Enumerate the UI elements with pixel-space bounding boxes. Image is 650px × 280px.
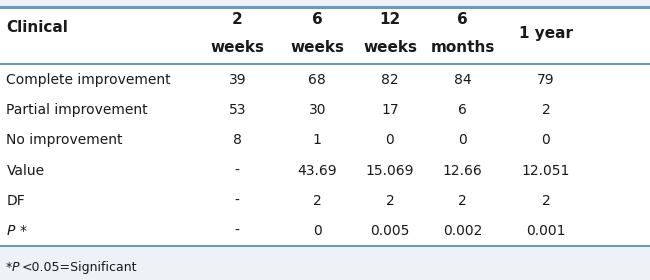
Text: Value: Value bbox=[6, 164, 45, 178]
Text: No improvement: No improvement bbox=[6, 133, 123, 147]
Text: 6: 6 bbox=[312, 12, 322, 27]
Text: DF: DF bbox=[6, 194, 25, 208]
Text: 6: 6 bbox=[458, 12, 468, 27]
Text: 0: 0 bbox=[458, 133, 467, 147]
Text: weeks: weeks bbox=[363, 40, 417, 55]
Text: 1: 1 bbox=[313, 133, 322, 147]
Text: 8: 8 bbox=[233, 133, 242, 147]
Text: -: - bbox=[235, 194, 240, 208]
Text: 0: 0 bbox=[385, 133, 395, 147]
Text: 43.69: 43.69 bbox=[298, 164, 337, 178]
Text: 12.66: 12.66 bbox=[443, 164, 483, 178]
Text: 79: 79 bbox=[537, 73, 555, 87]
Text: weeks: weeks bbox=[290, 40, 344, 55]
Text: weeks: weeks bbox=[210, 40, 265, 55]
Text: 2: 2 bbox=[313, 194, 322, 208]
Text: 0.005: 0.005 bbox=[370, 224, 410, 238]
Text: 0.002: 0.002 bbox=[443, 224, 482, 238]
Text: 2: 2 bbox=[458, 194, 467, 208]
Text: 12.051: 12.051 bbox=[522, 164, 570, 178]
Text: 53: 53 bbox=[229, 103, 246, 117]
Text: P: P bbox=[12, 261, 20, 274]
Text: months: months bbox=[430, 40, 495, 55]
Text: 2: 2 bbox=[385, 194, 395, 208]
Text: 2: 2 bbox=[541, 103, 551, 117]
Text: 0: 0 bbox=[541, 133, 551, 147]
Text: P: P bbox=[6, 224, 15, 238]
Text: 30: 30 bbox=[309, 103, 326, 117]
Text: Complete improvement: Complete improvement bbox=[6, 73, 171, 87]
Text: 15.069: 15.069 bbox=[366, 164, 414, 178]
Text: 82: 82 bbox=[381, 73, 399, 87]
Text: 0: 0 bbox=[313, 224, 322, 238]
Text: 39: 39 bbox=[228, 73, 246, 87]
Bar bbox=[0, 8, 650, 246]
Text: 84: 84 bbox=[454, 73, 472, 87]
Text: Clinical: Clinical bbox=[6, 20, 68, 36]
Text: 1 year: 1 year bbox=[519, 26, 573, 41]
Text: 17: 17 bbox=[381, 103, 399, 117]
Text: 0.001: 0.001 bbox=[526, 224, 566, 238]
Text: 68: 68 bbox=[308, 73, 326, 87]
Text: -: - bbox=[235, 164, 240, 178]
Text: 2: 2 bbox=[541, 194, 551, 208]
Text: *: * bbox=[20, 224, 27, 238]
Text: -: - bbox=[235, 224, 240, 238]
Text: 2: 2 bbox=[232, 12, 242, 27]
Text: 6: 6 bbox=[458, 103, 467, 117]
Text: Partial improvement: Partial improvement bbox=[6, 103, 148, 117]
Text: *: * bbox=[5, 261, 12, 274]
Text: 12: 12 bbox=[380, 12, 400, 27]
Text: <0.05=Significant: <0.05=Significant bbox=[21, 261, 137, 274]
